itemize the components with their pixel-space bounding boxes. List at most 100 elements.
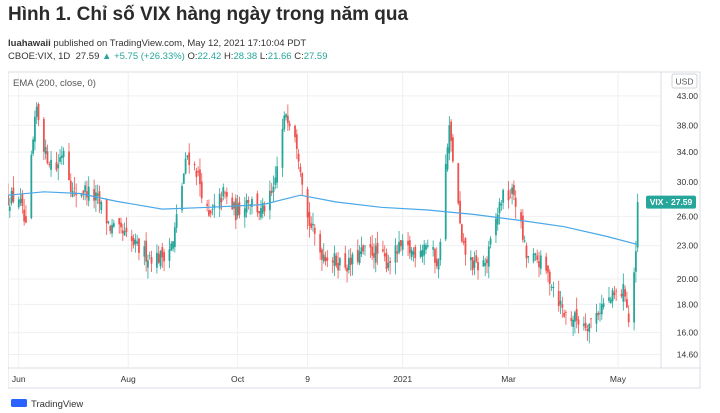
candle-body: [186, 155, 189, 158]
candle-body: [299, 166, 302, 172]
candle-body: [584, 322, 587, 329]
candle-body: [511, 187, 514, 194]
candle-body: [349, 257, 352, 265]
candle-body: [600, 304, 603, 315]
candle-body: [163, 252, 165, 262]
candle-body: [575, 309, 578, 321]
candle-body: [514, 197, 517, 207]
candle-body: [512, 184, 515, 196]
low-label: L:: [259, 51, 268, 62]
author-name[interactable]: luahawaii: [8, 38, 51, 49]
candle-body: [346, 267, 348, 272]
price-tag-box: [646, 195, 696, 209]
close-label: C:: [294, 51, 304, 62]
y-tick-label: 20.00: [677, 274, 699, 284]
candle-body: [459, 200, 461, 224]
y-tick-label: 16.00: [677, 328, 699, 338]
candle-body: [586, 328, 589, 332]
currency-badge[interactable]: [671, 73, 698, 89]
tv-logo-icon: [11, 399, 27, 407]
candle-body: [181, 185, 183, 211]
up-triangle-icon: ▲: [102, 51, 112, 62]
ema-line: [8, 191, 638, 246]
candle-body: [462, 241, 465, 243]
candle-body: [55, 162, 58, 170]
candle-body: [60, 155, 63, 159]
time-axis-panel[interactable]: [8, 367, 701, 389]
candle-body: [561, 304, 564, 308]
candle-body: [269, 190, 271, 211]
close-value: 27.59: [303, 51, 328, 62]
candle-body: [184, 158, 187, 174]
candle-body: [547, 265, 549, 273]
candle-body: [469, 257, 472, 261]
candle-body: [322, 254, 325, 262]
candle-body: [432, 247, 435, 250]
last-price: 27.59: [75, 51, 100, 62]
indicator-legend[interactable]: EMA (200, close, 0): [13, 78, 96, 89]
candle-body: [238, 202, 241, 215]
candle-body: [199, 169, 201, 185]
candle-body: [615, 290, 618, 292]
candle-body: [486, 259, 488, 264]
high-label: H:: [223, 51, 234, 62]
candle-body: [170, 243, 173, 251]
candle-body: [373, 253, 375, 258]
candle-body: [396, 251, 399, 254]
candle-body: [487, 246, 490, 267]
candle-body: [414, 246, 417, 258]
candle-body: [258, 211, 261, 214]
high-value: 28.38: [233, 51, 258, 62]
vix-chart[interactable]: 14.60 16.00 18.00 20.00 23.00 26.00 30.00 34.00…: [8, 38, 710, 413]
candle-body: [582, 323, 585, 326]
candle-body: [338, 258, 341, 266]
y-tick-label: 18.00: [677, 299, 699, 309]
time-axis: Jun Aug Oct 9 2021 Mar May: [12, 374, 627, 384]
candle-body: [364, 245, 366, 247]
candle-body: [457, 163, 460, 204]
candle-body: [374, 245, 377, 263]
candle-body: [21, 193, 24, 207]
candle-body: [82, 190, 85, 195]
candle-body: [525, 245, 528, 259]
candle-body: [32, 139, 35, 154]
candle-body: [439, 241, 442, 260]
candle-body: [360, 247, 363, 255]
candle-body: [496, 214, 499, 225]
candle-body: [208, 210, 210, 216]
candle-body: [597, 312, 600, 316]
tradingview-logo[interactable]: TradingView: [11, 399, 83, 410]
candle-body: [286, 115, 289, 124]
candle-body: [34, 116, 36, 142]
candle-body: [627, 313, 630, 323]
candle-body: [168, 249, 171, 261]
candle-body: [73, 187, 76, 189]
candle-body: [224, 192, 226, 194]
candle-body: [369, 244, 372, 248]
candle-body: [263, 205, 266, 212]
symbol-label[interactable]: CBOE:VIX, 1D: [8, 51, 71, 62]
candle-body: [173, 227, 176, 248]
candle-body: [145, 240, 148, 262]
tv-logo-text: TradingView: [31, 399, 83, 410]
candle-body: [534, 253, 537, 256]
candle-body: [175, 214, 178, 228]
candle-body: [570, 317, 573, 322]
candle-body: [188, 152, 191, 166]
plot-area[interactable]: [8, 71, 662, 369]
candle-body: [539, 255, 542, 269]
candle-body: [356, 249, 359, 262]
candle-body: [495, 218, 497, 236]
candle-body: [599, 312, 601, 314]
x-tick-label: 9: [305, 374, 310, 384]
candle-body: [310, 223, 313, 228]
price-tag-text: VIX · 27.59: [650, 197, 693, 207]
candle-body: [557, 290, 560, 307]
candle-body: [573, 312, 576, 322]
x-tick-label: Jun: [12, 374, 26, 384]
candle-body: [502, 190, 505, 203]
candle-body: [475, 255, 478, 262]
price-axis-panel[interactable]: [660, 71, 701, 369]
candle-body: [236, 203, 239, 216]
candle-body: [46, 151, 49, 164]
